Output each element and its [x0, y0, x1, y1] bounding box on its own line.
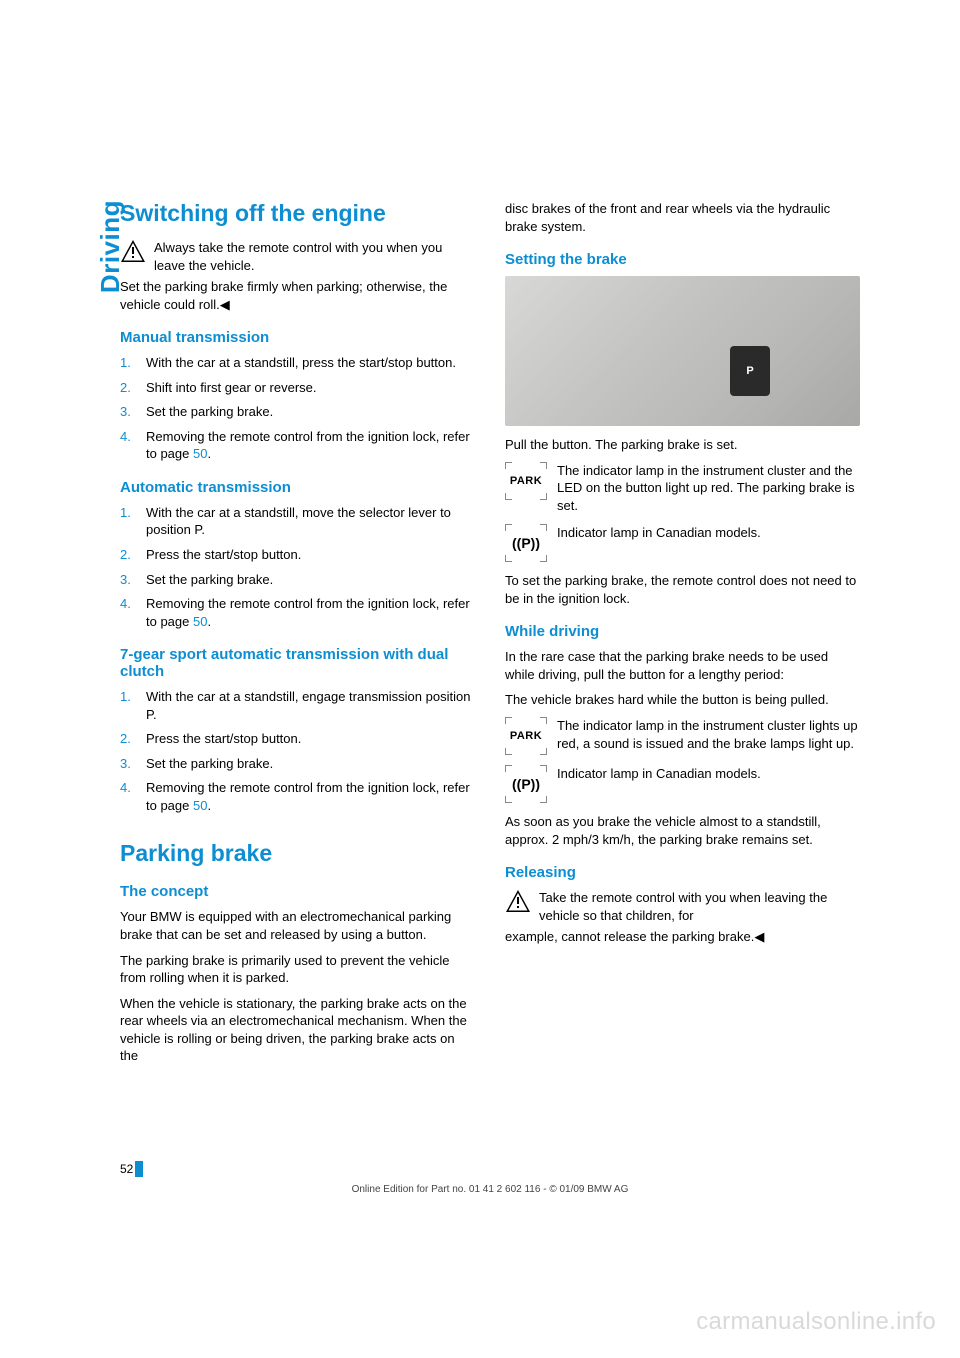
sport-steps-list: With the car at a standstill, engage tra…	[120, 688, 475, 814]
page-number-mark	[135, 1161, 143, 1177]
list-item: Removing the remote control from the ign…	[120, 428, 475, 463]
warning-triangle-icon	[120, 239, 146, 263]
manual-steps-list: With the car at a standstill, press the …	[120, 354, 475, 463]
two-column-layout: Switching off the engine Always take the…	[120, 200, 860, 1073]
indicator-text: The indicator lamp in the instrument clu…	[557, 717, 860, 752]
page-reference: 50	[193, 798, 207, 813]
warning-followup: Set the parking brake firmly when parkin…	[120, 278, 475, 313]
pull-button-text: Pull the button. The parking brake is se…	[505, 436, 860, 454]
list-item: Set the parking brake.	[120, 755, 475, 773]
list-item: Removing the remote control from the ign…	[120, 779, 475, 814]
heading-automatic-transmission: Automatic transmission	[120, 479, 475, 496]
while-paragraph: The vehicle brakes hard while the button…	[505, 691, 860, 709]
page-reference: 50	[193, 446, 207, 461]
heading-parking-brake: Parking brake	[120, 840, 475, 867]
while-paragraph: In the rare case that the parking brake …	[505, 648, 860, 683]
p-indicator-icon: ((P))	[505, 765, 547, 803]
warning-block: Always take the remote control with you …	[120, 239, 475, 274]
continuation-paragraph: disc brakes of the front and rear wheels…	[505, 200, 860, 235]
warning-text: Always take the remote control with you …	[154, 239, 475, 274]
park-indicator-icon: PARK	[505, 462, 547, 500]
heading-while-driving: While driving	[505, 623, 860, 640]
list-item: Shift into first gear or reverse.	[120, 379, 475, 397]
concept-paragraph: The parking brake is primarily used to p…	[120, 952, 475, 987]
auto-steps-list: With the car at a standstill, move the s…	[120, 504, 475, 630]
heading-switching-off: Switching off the engine	[120, 200, 475, 227]
heading-concept: The concept	[120, 883, 475, 900]
heading-setting-brake: Setting the brake	[505, 251, 860, 268]
indicator-text: The indicator lamp in the instrument clu…	[557, 462, 860, 515]
heading-releasing: Releasing	[505, 864, 860, 881]
page-content: Switching off the engine Always take the…	[120, 200, 860, 1073]
left-column: Switching off the engine Always take the…	[120, 200, 475, 1073]
list-item: Removing the remote control from the ign…	[120, 595, 475, 630]
p-indicator-icon: ((P))	[505, 524, 547, 562]
list-item: With the car at a standstill, move the s…	[120, 504, 475, 539]
list-item: Set the parking brake.	[120, 403, 475, 421]
list-item: Set the parking brake.	[120, 571, 475, 589]
watermark-text: carmanualsonline.info	[696, 1308, 936, 1336]
concept-paragraph: When the vehicle is stationary, the park…	[120, 995, 475, 1065]
warning-followup: example, cannot release the parking brak…	[505, 928, 860, 946]
concept-paragraph: Your BMW is equipped with an electromech…	[120, 908, 475, 943]
indicator-row: ((P)) Indicator lamp in Canadian models.	[505, 765, 860, 803]
indicator-row: PARK The indicator lamp in the instrumen…	[505, 717, 860, 755]
heading-sport-transmission: 7-gear sport automatic transmission with…	[120, 646, 475, 680]
list-item: Press the start/stop button.	[120, 546, 475, 564]
indicator-row: PARK The indicator lamp in the instrumen…	[505, 462, 860, 515]
parking-brake-figure: P	[505, 276, 860, 426]
heading-manual-transmission: Manual transmission	[120, 329, 475, 346]
list-item: With the car at a standstill, press the …	[120, 354, 475, 372]
page-number: 52	[120, 1162, 133, 1176]
warning-triangle-icon	[505, 889, 531, 913]
as-soon-paragraph: As soon as you brake the vehicle almost …	[505, 813, 860, 848]
indicator-text: Indicator lamp in Canadian models.	[557, 765, 860, 783]
note-paragraph: To set the parking brake, the remote con…	[505, 572, 860, 607]
warning-block: Take the remote control with you when le…	[505, 889, 860, 924]
list-item: With the car at a standstill, engage tra…	[120, 688, 475, 723]
page-footer: 52 Online Edition for Part no. 01 41 2 6…	[120, 1160, 860, 1195]
warning-text: Take the remote control with you when le…	[539, 889, 860, 924]
list-item: Press the start/stop button.	[120, 730, 475, 748]
right-column: disc brakes of the front and rear wheels…	[505, 200, 860, 1073]
footer-copyright: Online Edition for Part no. 01 41 2 602 …	[120, 1184, 860, 1195]
parking-brake-button-graphic: P	[730, 346, 770, 396]
indicator-row: ((P)) Indicator lamp in Canadian models.	[505, 524, 860, 562]
indicator-text: Indicator lamp in Canadian models.	[557, 524, 860, 542]
page-reference: 50	[193, 614, 207, 629]
park-indicator-icon: PARK	[505, 717, 547, 755]
